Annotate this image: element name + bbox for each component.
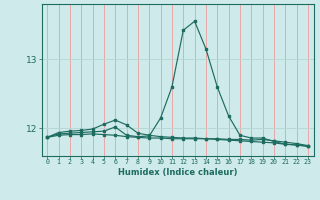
X-axis label: Humidex (Indice chaleur): Humidex (Indice chaleur) xyxy=(118,168,237,177)
